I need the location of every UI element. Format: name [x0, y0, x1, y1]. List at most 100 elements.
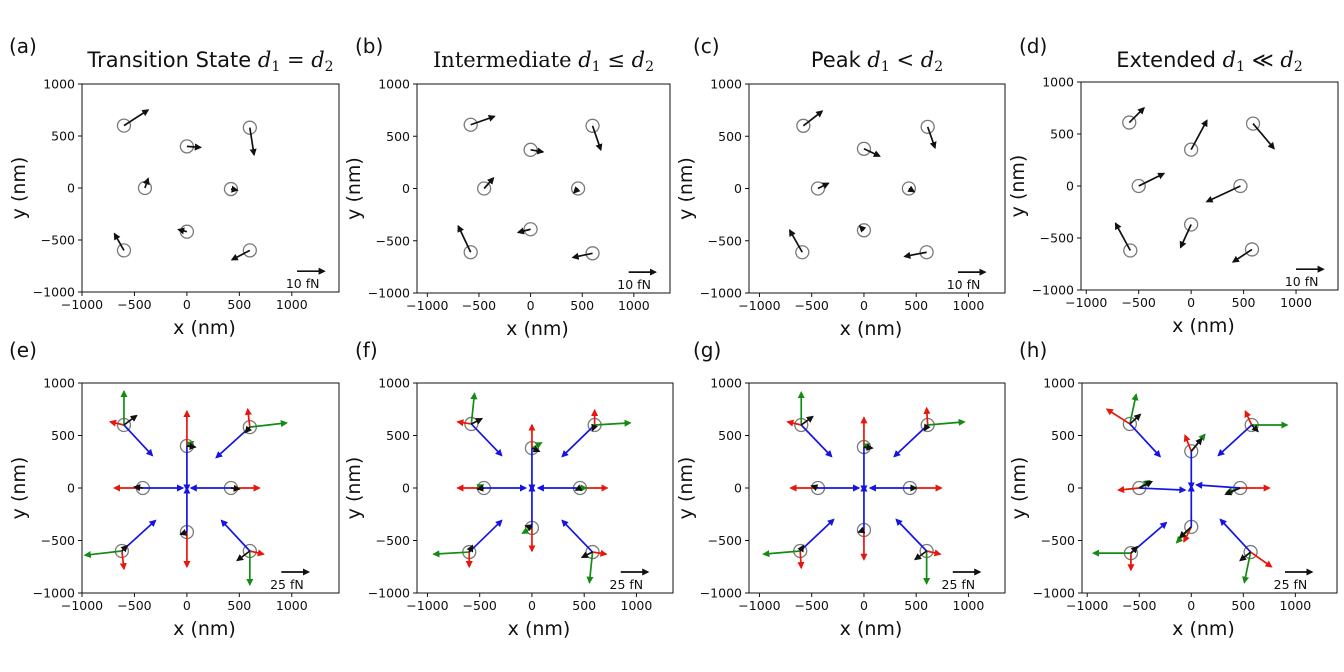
- x-tick-label: 500: [227, 598, 251, 613]
- panel-c: (c) Peak d1 < d2 −1000 −500 0 500 1000 −1000 −50…: [675, 34, 1006, 340]
- y-tick-label: 500: [51, 129, 75, 144]
- force-arrow-black: [1138, 172, 1166, 187]
- force-arrow-black: [572, 186, 581, 194]
- particle-marker: [242, 243, 257, 258]
- x-tick-label: 500: [570, 298, 594, 313]
- x-tick-label: −1000: [61, 297, 103, 312]
- particle-marker: [795, 245, 810, 260]
- force-arrow-black: [123, 414, 138, 426]
- force-arrow-red: [592, 549, 608, 557]
- x-axis-label: x (nm): [173, 317, 236, 339]
- x-tick-label: 500: [227, 297, 251, 312]
- plot-area: [789, 110, 937, 260]
- y-tick-label: 0: [402, 181, 410, 196]
- x-tick-label: 0: [528, 598, 536, 613]
- particle-marker: [1123, 243, 1138, 258]
- force-arrow-black: [1179, 224, 1192, 249]
- particle-marker: [920, 119, 935, 134]
- force-arrow-green: [83, 550, 122, 559]
- x-axis-label: x (nm): [506, 318, 569, 340]
- y-tick-label: −1000: [33, 285, 75, 300]
- force-arrow-black: [123, 109, 150, 127]
- force-arrow-red: [797, 550, 805, 570]
- force-arrow-blue: [123, 424, 154, 457]
- x-tick-label: 1000: [621, 598, 653, 613]
- force-arrow-black: [1130, 545, 1139, 554]
- x-tick-label: −1000: [738, 598, 780, 613]
- y-tick-label: −1000: [33, 586, 75, 601]
- x-tick-label: −1000: [1065, 295, 1107, 310]
- x-tick-label: −500: [1122, 295, 1156, 310]
- y-tick-label: 1000: [1042, 75, 1074, 90]
- force-arrow-black: [133, 484, 143, 492]
- x-tick-label: 1000: [1280, 295, 1312, 310]
- x-tick-label: −500: [463, 598, 497, 613]
- y-tick-label: 1000: [1043, 376, 1075, 391]
- x-tick-label: 500: [572, 598, 596, 613]
- y-tick-label: 500: [386, 428, 410, 443]
- force-arrow-black: [244, 425, 252, 434]
- force-arrow-blue: [561, 519, 594, 553]
- force-arrow-blue: [470, 423, 503, 457]
- x-tick-label: 1000: [1279, 598, 1311, 613]
- force-arrow-red: [249, 549, 265, 557]
- particle-marker: [1233, 178, 1248, 194]
- y-tick-label: 500: [51, 428, 75, 443]
- force-arrow-black: [248, 127, 257, 157]
- x-tick-label: −1000: [406, 298, 448, 313]
- force-arrow-red: [1105, 408, 1131, 425]
- particle-marker: [919, 245, 934, 260]
- y-axis-label: y (nm): [1008, 457, 1030, 520]
- scale-label: 10 fN: [617, 277, 651, 292]
- force-arrow-black: [580, 551, 593, 559]
- force-arrow-black: [230, 484, 241, 492]
- force-arrow-black: [1128, 106, 1145, 124]
- x-tick-label: 1000: [953, 598, 985, 613]
- panel-title: Extended d1 ≪ d2: [1116, 48, 1303, 75]
- force-arrow-black: [1178, 526, 1192, 539]
- y-axis-label: y (nm): [675, 157, 697, 220]
- y-tick-label: 1000: [43, 77, 75, 92]
- x-tick-label: 500: [1231, 598, 1255, 613]
- force-arrow-black: [120, 544, 129, 553]
- particle-marker: [1183, 142, 1199, 157]
- y-tick-label: −500: [41, 233, 75, 248]
- plot-area: [83, 389, 288, 587]
- y-tick-label: −1000: [700, 586, 742, 601]
- force-arrow-blue: [895, 518, 928, 552]
- force-arrow-blue: [220, 519, 251, 552]
- y-tick-label: 1000: [378, 77, 410, 92]
- scale-label: 25 fN: [610, 577, 644, 592]
- y-tick-label: 1000: [43, 376, 75, 391]
- force-arrow-blue: [893, 424, 929, 458]
- panel-letter: (c): [693, 34, 720, 58]
- x-tick-label: −1000: [406, 598, 448, 613]
- force-arrow-green: [1242, 551, 1252, 584]
- force-arrow-red: [1244, 410, 1253, 426]
- x-axis-label: x (nm): [173, 618, 236, 640]
- scale-label: 25 fN: [270, 577, 304, 592]
- x-axis-label: x (nm): [1172, 315, 1235, 337]
- panel-letter: (a): [9, 34, 37, 58]
- particle-marker: [116, 243, 132, 258]
- force-arrow-black: [591, 423, 598, 432]
- force-arrow-green: [927, 418, 966, 426]
- y-tick-label: 0: [1066, 179, 1074, 194]
- force-arrow-black: [177, 227, 188, 235]
- y-tick-label: 0: [734, 481, 742, 496]
- force-arrow-black: [531, 445, 541, 453]
- force-arrow-blue: [561, 424, 596, 458]
- force-arrow-black: [516, 227, 531, 235]
- x-tick-label: 500: [1232, 295, 1256, 310]
- x-tick-label: −500: [117, 297, 151, 312]
- force-arrow-black: [470, 417, 484, 425]
- y-tick-label: 500: [386, 129, 410, 144]
- force-arrow-black: [186, 143, 202, 151]
- force-arrow-blue: [468, 519, 503, 553]
- force-arrow-black: [863, 148, 881, 157]
- y-tick-label: 0: [1067, 481, 1075, 496]
- force-arrow-blue: [1129, 423, 1162, 458]
- force-arrow-black: [923, 423, 931, 432]
- force-arrow-red: [923, 406, 931, 426]
- x-tick-label: 1000: [953, 298, 985, 313]
